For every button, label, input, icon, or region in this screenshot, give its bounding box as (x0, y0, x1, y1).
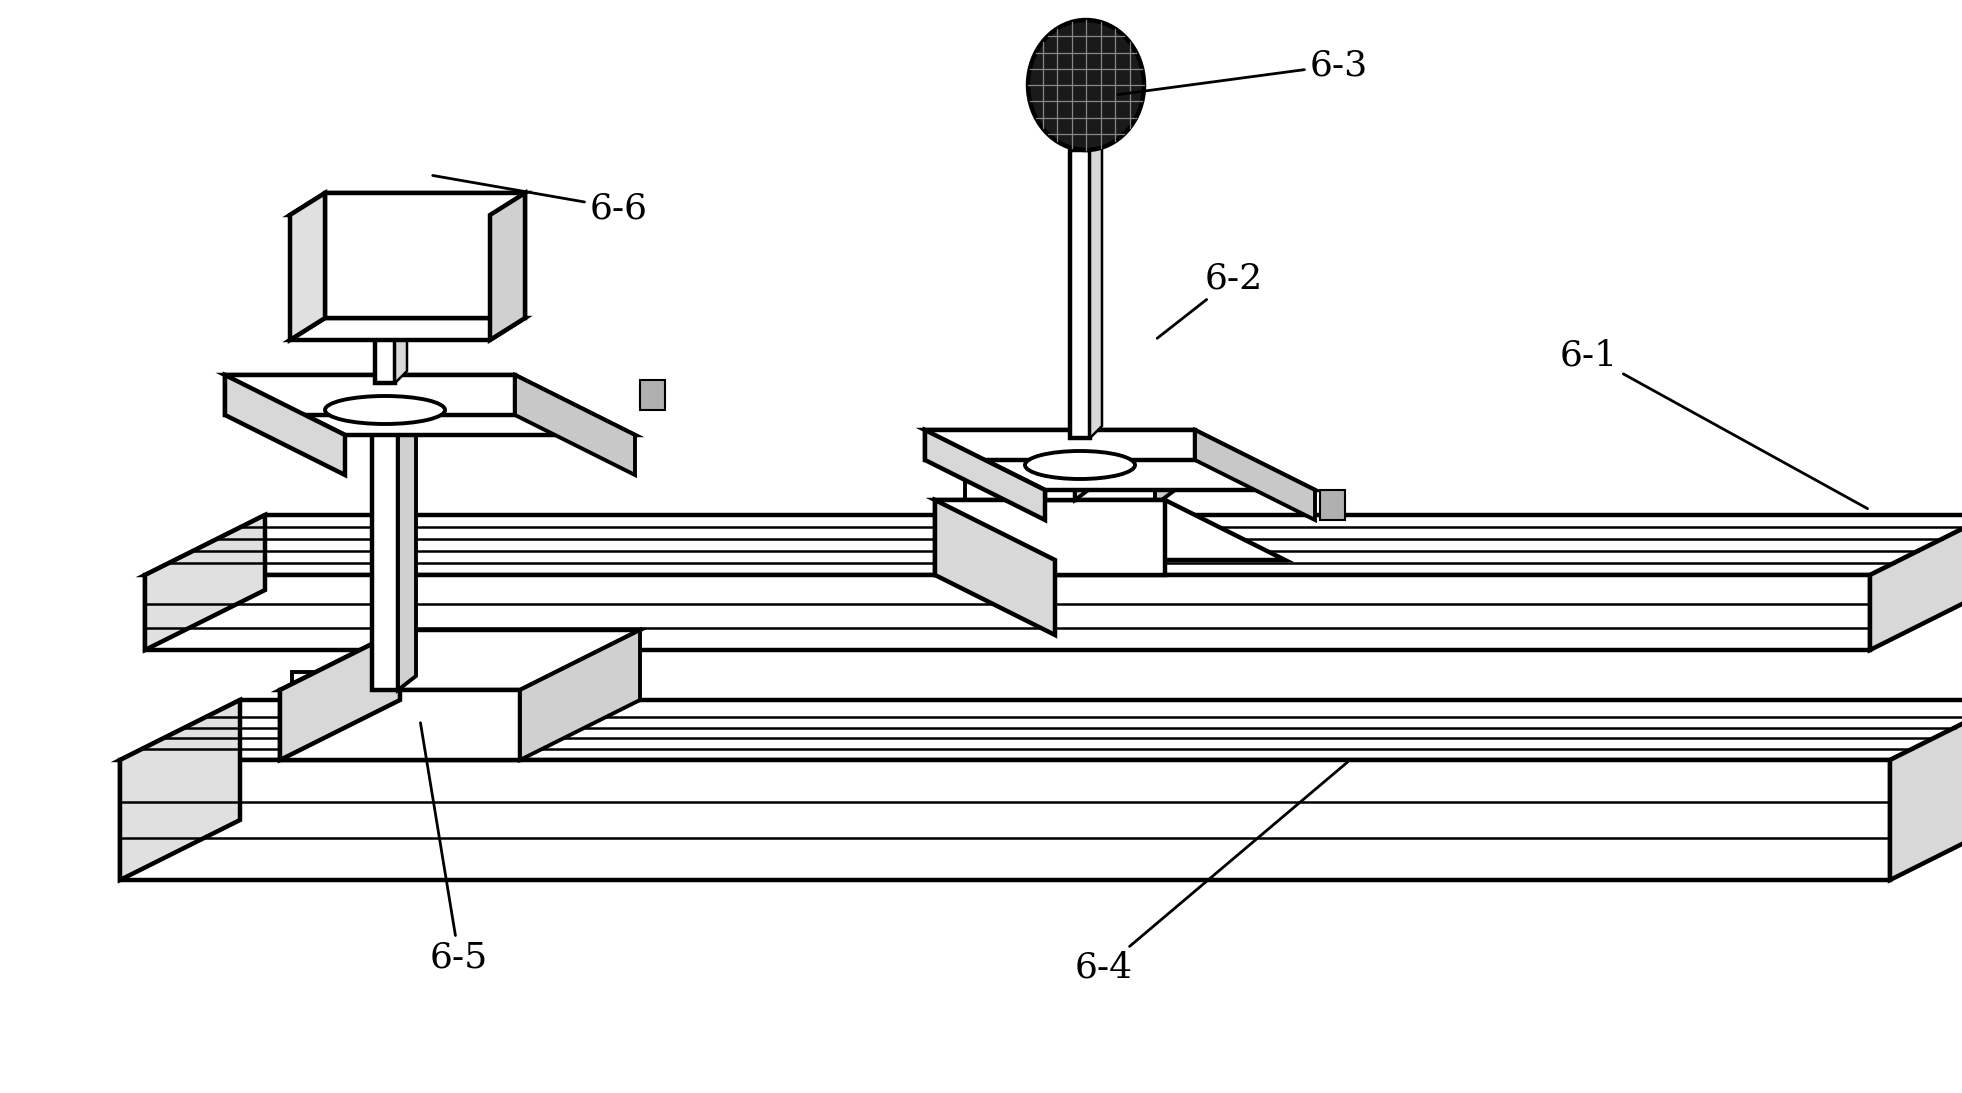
Text: 6-6: 6-6 (434, 176, 647, 225)
Polygon shape (479, 660, 496, 695)
Text: 6-4: 6-4 (1075, 762, 1348, 985)
Polygon shape (1870, 515, 1962, 650)
Polygon shape (290, 193, 326, 340)
Polygon shape (520, 630, 640, 760)
Ellipse shape (1028, 20, 1144, 150)
Polygon shape (226, 375, 636, 435)
Polygon shape (924, 430, 1195, 460)
Polygon shape (326, 193, 526, 318)
Polygon shape (145, 515, 265, 650)
Polygon shape (120, 760, 1889, 880)
Text: 6-5: 6-5 (420, 722, 489, 975)
Polygon shape (290, 318, 526, 340)
Polygon shape (936, 500, 1056, 635)
Polygon shape (965, 480, 1156, 505)
Polygon shape (936, 500, 1165, 575)
Polygon shape (1320, 490, 1346, 520)
Polygon shape (281, 690, 520, 760)
Polygon shape (398, 401, 416, 690)
Polygon shape (490, 193, 526, 340)
Polygon shape (936, 500, 1285, 560)
Polygon shape (373, 415, 398, 690)
Polygon shape (1156, 465, 1175, 505)
Text: 6-3: 6-3 (1118, 48, 1368, 95)
Polygon shape (375, 215, 394, 383)
Polygon shape (394, 203, 406, 383)
Polygon shape (1195, 430, 1315, 520)
Polygon shape (120, 700, 1962, 760)
Polygon shape (924, 430, 1315, 490)
Polygon shape (514, 375, 636, 475)
Polygon shape (226, 375, 345, 475)
Polygon shape (1889, 700, 1962, 880)
Polygon shape (145, 575, 1870, 650)
Ellipse shape (1024, 451, 1134, 479)
Polygon shape (226, 375, 514, 415)
Polygon shape (924, 430, 1046, 520)
Text: 6-1: 6-1 (1560, 338, 1868, 508)
Polygon shape (281, 630, 400, 760)
Polygon shape (1046, 460, 1075, 500)
Polygon shape (145, 515, 1962, 575)
Polygon shape (1069, 150, 1091, 438)
Ellipse shape (326, 396, 445, 424)
Polygon shape (640, 380, 665, 410)
Polygon shape (1075, 445, 1095, 500)
Text: 6-2: 6-2 (1158, 261, 1264, 339)
Polygon shape (290, 193, 526, 215)
Polygon shape (1091, 138, 1103, 438)
Polygon shape (292, 672, 479, 695)
Polygon shape (120, 700, 239, 880)
Polygon shape (281, 630, 640, 690)
